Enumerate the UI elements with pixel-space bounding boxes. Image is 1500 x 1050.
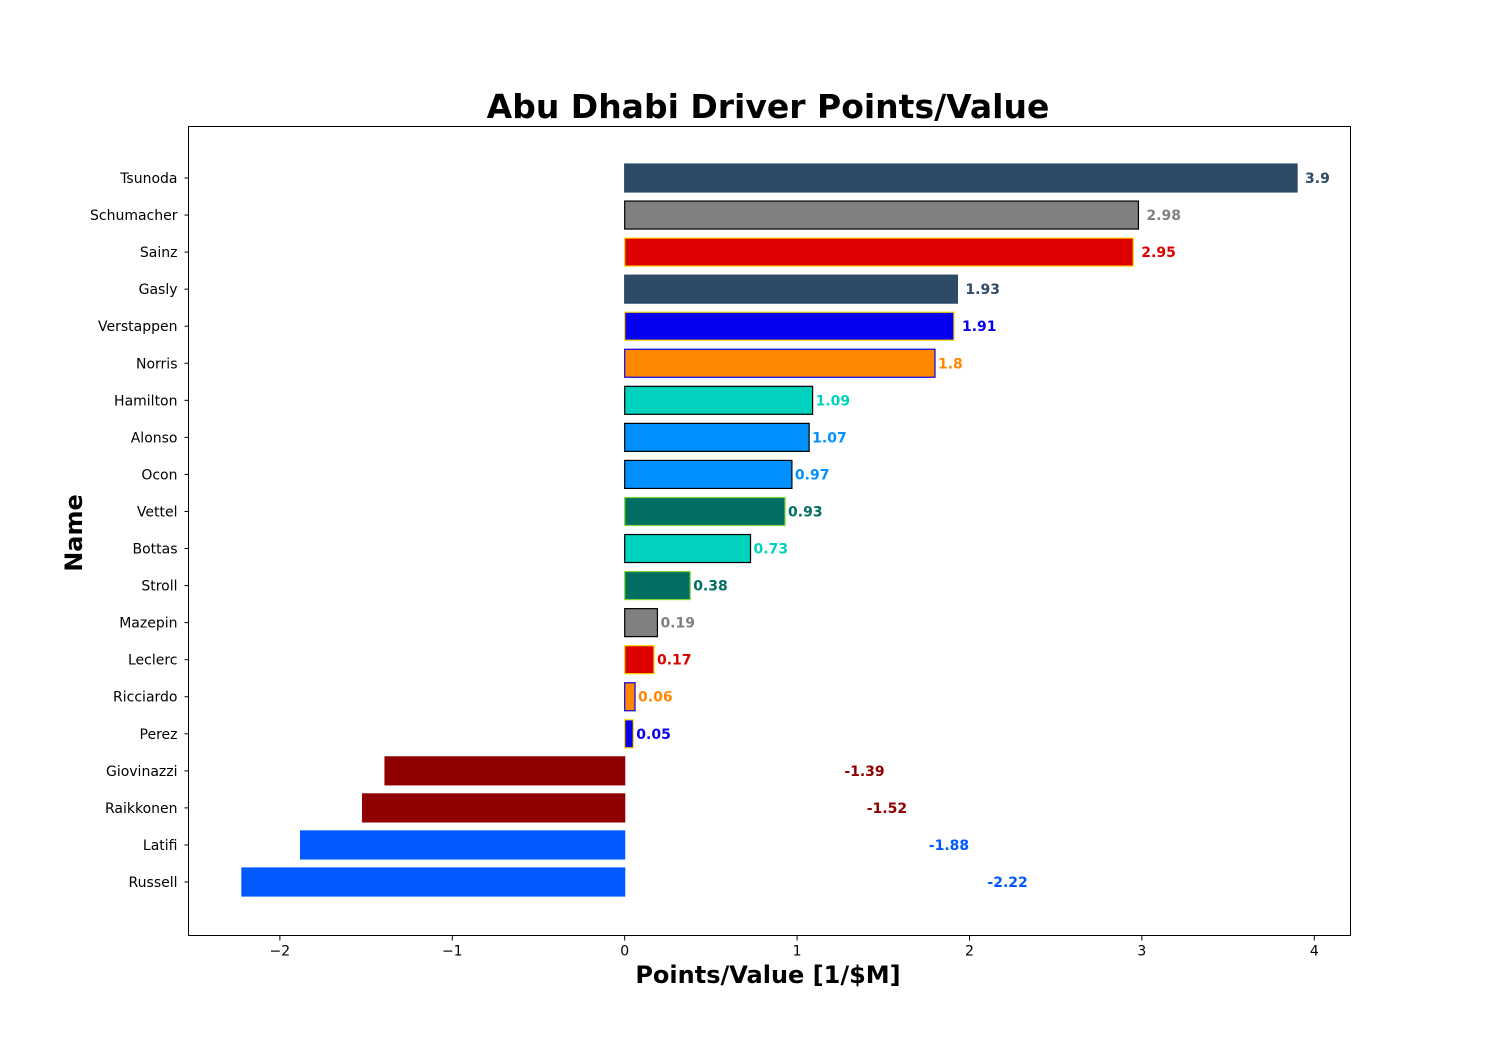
value-label-perez: 0.05 bbox=[636, 727, 671, 743]
x-tick-label: 2 bbox=[965, 944, 974, 960]
y-tick-label-verstappen: Verstappen bbox=[98, 319, 177, 335]
value-label-ricciardo: 0.06 bbox=[638, 690, 673, 706]
bar-alonso bbox=[624, 422, 810, 452]
chart-title: Abu Dhabi Driver Points/Value bbox=[487, 87, 1050, 126]
value-label-verstappen: 1.91 bbox=[962, 319, 997, 335]
x-ticks: −2 −1 0 1 2 3 4 bbox=[270, 935, 1319, 960]
value-label-norris: 1.8 bbox=[938, 356, 963, 372]
value-label-schumacher: 2.98 bbox=[1146, 208, 1181, 224]
y-tick-label-hamilton: Hamilton bbox=[114, 393, 177, 409]
y-tick-label-giovinazzi: Giovinazzi bbox=[106, 764, 178, 780]
y-tick-label-ricciardo: Ricciardo bbox=[113, 690, 177, 706]
bars-group bbox=[241, 163, 1298, 897]
bar-hamilton bbox=[624, 385, 814, 415]
y-tick-label-raikkonen: Raikkonen bbox=[105, 801, 178, 817]
x-tick-label: 1 bbox=[793, 944, 802, 960]
bar-stroll bbox=[624, 570, 691, 601]
y-axis-title: Name bbox=[60, 494, 88, 572]
x-axis-title: Points/Value [1/$M] bbox=[635, 961, 900, 989]
x-tick-label: −2 bbox=[270, 944, 291, 960]
y-tick-label-latifi: Latifi bbox=[143, 838, 178, 854]
bar-ricciardo bbox=[624, 682, 636, 712]
bar-leclerc bbox=[624, 645, 655, 675]
bar-gasly bbox=[624, 274, 959, 304]
y-tick-labels: Tsunoda Schumacher Sainz Gasly Verstappen Nor… bbox=[90, 171, 189, 891]
bar-tsunoda bbox=[624, 163, 1298, 193]
y-tick-label-sainz: Sainz bbox=[140, 245, 178, 261]
bar-sainz bbox=[624, 237, 1134, 267]
value-label-sainz: 2.95 bbox=[1141, 245, 1176, 261]
x-tick-label: 3 bbox=[1137, 944, 1146, 960]
value-label-russell: -2.22 bbox=[987, 875, 1027, 891]
bar-norris bbox=[624, 348, 936, 378]
y-tick-label-leclerc: Leclerc bbox=[128, 653, 178, 669]
y-tick-label-ocon: Ocon bbox=[141, 467, 177, 483]
value-label-tsunoda: 3.9 bbox=[1305, 171, 1330, 187]
bar-mazepin bbox=[624, 608, 659, 638]
x-tick-label: −1 bbox=[442, 944, 463, 960]
bar-giovinazzi bbox=[384, 756, 626, 786]
value-label-latifi: -1.88 bbox=[929, 838, 969, 854]
bar-bottas bbox=[624, 533, 752, 564]
value-label-giovinazzi: -1.39 bbox=[844, 764, 884, 780]
value-label-ocon: 0.97 bbox=[795, 467, 830, 483]
value-label-leclerc: 0.17 bbox=[657, 653, 692, 669]
y-tick-label-bottas: Bottas bbox=[132, 542, 177, 558]
y-tick-label-gasly: Gasly bbox=[139, 282, 178, 298]
value-label-stroll: 0.38 bbox=[693, 579, 728, 595]
bar-perez bbox=[624, 719, 634, 749]
value-label-alonso: 1.07 bbox=[812, 430, 847, 446]
plot-frame bbox=[188, 126, 1351, 936]
bar-russell bbox=[241, 867, 626, 897]
y-tick-label-russell: Russell bbox=[129, 875, 178, 891]
value-label-vettel: 0.93 bbox=[788, 504, 823, 520]
y-tick-label-perez: Perez bbox=[140, 727, 178, 743]
x-tick-label: 4 bbox=[1310, 944, 1319, 960]
value-label-mazepin: 0.19 bbox=[660, 616, 695, 632]
y-tick-label-tsunoda: Tsunoda bbox=[119, 171, 177, 187]
bar-latifi bbox=[299, 830, 626, 860]
y-tick-label-stroll: Stroll bbox=[141, 579, 177, 595]
bar-raikkonen bbox=[362, 793, 626, 823]
y-tick-label-vettel: Vettel bbox=[137, 504, 178, 520]
y-tick-label-alonso: Alonso bbox=[131, 430, 178, 446]
y-tick-label-norris: Norris bbox=[136, 356, 178, 372]
value-label-bottas: 0.73 bbox=[754, 542, 789, 558]
y-tick-label-schumacher: Schumacher bbox=[90, 208, 178, 224]
bar-verstappen bbox=[624, 311, 955, 341]
value-labels: 3.9 2.98 2.95 1.93 1.91 1.8 1.09 1.07 0.97 0.93 0.… bbox=[636, 171, 1330, 891]
x-tick-label: 0 bbox=[620, 944, 629, 960]
value-label-gasly: 1.93 bbox=[965, 282, 1000, 298]
value-label-hamilton: 1.09 bbox=[816, 393, 851, 409]
value-label-raikkonen: -1.52 bbox=[867, 801, 907, 817]
y-tick-label-mazepin: Mazepin bbox=[119, 616, 177, 632]
bar-schumacher bbox=[624, 200, 1140, 230]
bar-vettel bbox=[624, 496, 786, 527]
bar-ocon bbox=[624, 459, 793, 490]
